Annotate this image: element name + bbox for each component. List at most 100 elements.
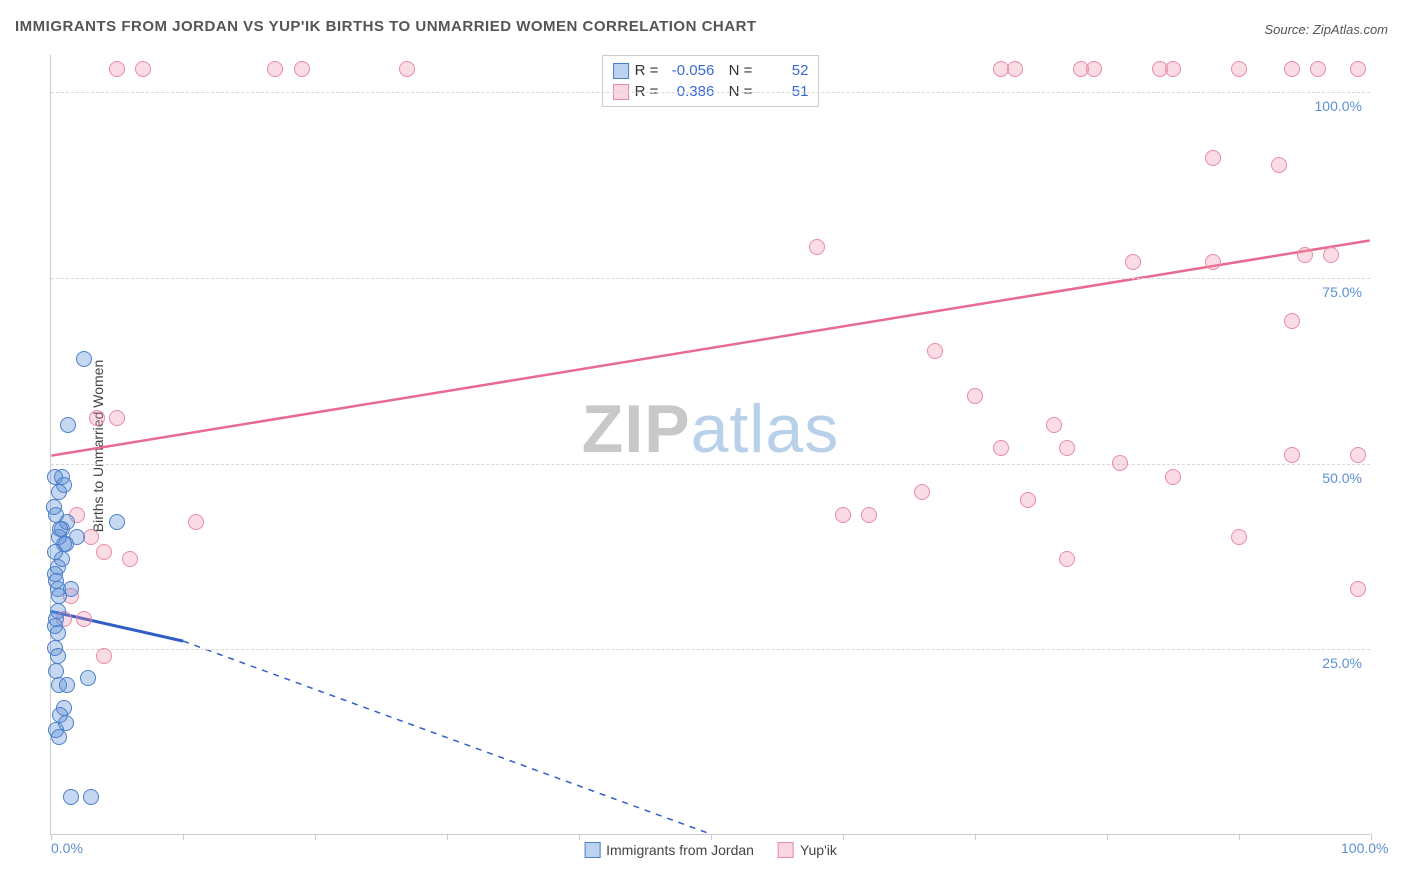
- stat-label: R =: [635, 62, 659, 79]
- stat-n-blue: 52: [758, 62, 808, 79]
- scatter-point-pink: [967, 388, 983, 404]
- scatter-point-pink: [1086, 61, 1102, 77]
- scatter-point-blue: [50, 625, 66, 641]
- scatter-point-pink: [96, 648, 112, 664]
- scatter-point-pink: [294, 61, 310, 77]
- x-tick: [843, 834, 844, 840]
- scatter-point-pink: [1231, 61, 1247, 77]
- legend-item-blue: Immigrants from Jordan: [584, 842, 754, 858]
- scatter-point-blue: [51, 588, 67, 604]
- scatter-point-pink: [399, 61, 415, 77]
- x-tick: [975, 834, 976, 840]
- scatter-point-pink: [1284, 447, 1300, 463]
- scatter-point-pink: [122, 551, 138, 567]
- scatter-point-pink: [1007, 61, 1023, 77]
- watermark: ZIPatlas: [582, 390, 839, 468]
- scatter-point-blue: [60, 417, 76, 433]
- gridline: [51, 278, 1370, 279]
- watermark-part1: ZIP: [582, 391, 691, 467]
- scatter-point-blue: [109, 514, 125, 530]
- x-tick: [1107, 834, 1108, 840]
- x-tick: [447, 834, 448, 840]
- x-tick-label: 0.0%: [51, 840, 83, 856]
- scatter-point-blue: [52, 521, 68, 537]
- bottom-legend: Immigrants from Jordan Yup'ik: [584, 842, 837, 858]
- swatch-blue-icon: [613, 63, 629, 79]
- scatter-point-pink: [1059, 440, 1075, 456]
- scatter-point-blue: [48, 611, 64, 627]
- scatter-point-pink: [1284, 313, 1300, 329]
- gridline: [51, 464, 1370, 465]
- scatter-point-blue: [48, 663, 64, 679]
- scatter-point-pink: [109, 61, 125, 77]
- scatter-point-pink: [1297, 247, 1313, 263]
- stats-row-blue: R = -0.056 N = 52: [613, 60, 809, 81]
- y-tick-label: 75.0%: [1322, 284, 1362, 300]
- scatter-point-pink: [1165, 469, 1181, 485]
- scatter-point-pink: [1112, 455, 1128, 471]
- x-tick: [1239, 834, 1240, 840]
- x-tick: [315, 834, 316, 840]
- scatter-point-blue: [50, 559, 66, 575]
- scatter-point-blue: [51, 484, 67, 500]
- scatter-point-pink: [914, 484, 930, 500]
- scatter-point-pink: [1350, 61, 1366, 77]
- scatter-point-pink: [1125, 254, 1141, 270]
- scatter-point-blue: [59, 677, 75, 693]
- scatter-point-pink: [76, 611, 92, 627]
- y-tick-label: 25.0%: [1322, 655, 1362, 671]
- gridline: [51, 649, 1370, 650]
- legend-label: Yup'ik: [800, 842, 837, 858]
- scatter-point-pink: [835, 507, 851, 523]
- scatter-point-pink: [1231, 529, 1247, 545]
- scatter-point-pink: [1205, 254, 1221, 270]
- watermark-part2: atlas: [691, 391, 840, 467]
- scatter-point-pink: [1284, 61, 1300, 77]
- scatter-point-pink: [135, 61, 151, 77]
- scatter-point-blue: [63, 789, 79, 805]
- scatter-point-pink: [861, 507, 877, 523]
- scatter-point-pink: [89, 410, 105, 426]
- scatter-point-pink: [1350, 581, 1366, 597]
- scatter-point-pink: [188, 514, 204, 530]
- scatter-point-pink: [1323, 247, 1339, 263]
- scatter-point-pink: [1350, 447, 1366, 463]
- x-tick-label: 100.0%: [1341, 840, 1388, 856]
- stat-r-blue: -0.056: [664, 62, 714, 79]
- swatch-blue-icon: [584, 842, 600, 858]
- x-tick: [579, 834, 580, 840]
- legend-item-pink: Yup'ik: [778, 842, 837, 858]
- scatter-point-pink: [1310, 61, 1326, 77]
- chart-title: IMMIGRANTS FROM JORDAN VS YUP'IK BIRTHS …: [15, 18, 757, 35]
- scatter-point-pink: [109, 410, 125, 426]
- x-tick: [183, 834, 184, 840]
- scatter-point-pink: [993, 440, 1009, 456]
- scatter-point-blue: [50, 648, 66, 664]
- scatter-point-pink: [809, 239, 825, 255]
- legend-label: Immigrants from Jordan: [606, 842, 754, 858]
- scatter-point-blue: [46, 499, 62, 515]
- scatter-point-blue: [83, 789, 99, 805]
- scatter-point-blue: [76, 351, 92, 367]
- scatter-point-pink: [267, 61, 283, 77]
- scatter-point-blue: [48, 573, 64, 589]
- trend-lines-layer: [51, 55, 1370, 834]
- gridline: [51, 92, 1370, 93]
- scatter-point-pink: [96, 544, 112, 560]
- y-tick-label: 100.0%: [1315, 98, 1362, 114]
- scatter-point-pink: [1271, 157, 1287, 173]
- scatter-point-pink: [1165, 61, 1181, 77]
- scatter-point-pink: [1020, 492, 1036, 508]
- x-tick: [711, 834, 712, 840]
- correlation-stats-box: R = -0.056 N = 52 R = 0.386 N = 51: [602, 55, 820, 107]
- scatter-point-pink: [927, 343, 943, 359]
- swatch-pink-icon: [778, 842, 794, 858]
- scatter-point-pink: [1205, 150, 1221, 166]
- y-tick-label: 50.0%: [1322, 470, 1362, 486]
- scatter-point-pink: [1059, 551, 1075, 567]
- scatter-point-blue: [51, 729, 67, 745]
- chart-plot-area: ZIPatlas R = -0.056 N = 52 R = 0.386 N =…: [50, 55, 1370, 835]
- scatter-point-pink: [1046, 417, 1062, 433]
- stat-label: N =: [720, 62, 752, 79]
- scatter-point-blue: [58, 536, 74, 552]
